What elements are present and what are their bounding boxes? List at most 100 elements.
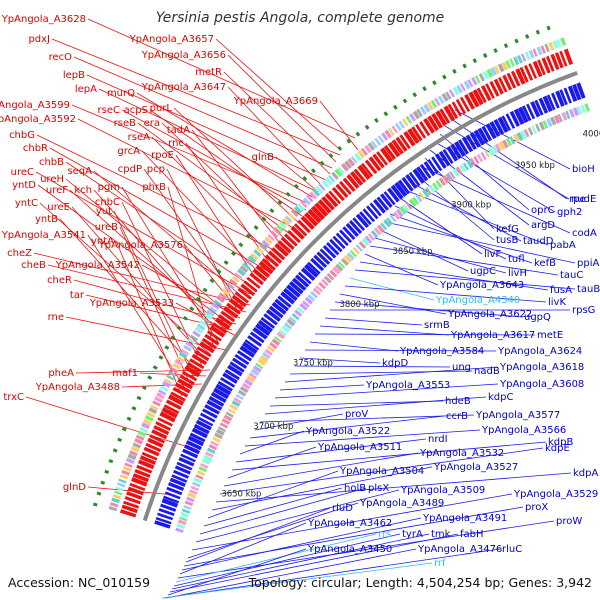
minus-strand-gene — [423, 161, 436, 177]
plus-strand-gene — [423, 118, 436, 134]
right-label-connector — [239, 430, 305, 455]
feature-track — [185, 341, 194, 349]
feature-track — [523, 129, 530, 138]
gc-mark — [131, 406, 137, 411]
feature-track — [127, 453, 137, 461]
gene-label-right: YpAngola_A3532 — [419, 448, 504, 459]
feature-track — [201, 458, 211, 465]
gene-label-left: purL — [150, 103, 173, 114]
feature-track — [296, 306, 305, 314]
gc-mark — [158, 355, 164, 360]
gene-label-right: YpAngola_A3491 — [422, 513, 507, 524]
gc-mark — [126, 416, 132, 421]
gene-label-left: YpAngola_A3656 — [141, 50, 226, 61]
gene-label-right: codA — [572, 228, 597, 239]
minus-strand-gene — [271, 301, 287, 315]
plus-strand-gene — [143, 446, 160, 457]
gc-mark — [230, 251, 236, 257]
feature-track — [432, 182, 439, 191]
feature-track — [256, 246, 264, 254]
minus-strand-gene — [257, 319, 273, 333]
right-label-connector — [354, 269, 576, 290]
plus-strand-gene — [528, 63, 538, 79]
plus-strand-gene — [415, 123, 427, 139]
minus-strand-gene — [191, 427, 208, 439]
feature-track — [253, 249, 262, 257]
gene-label-left: yntA — [91, 236, 114, 247]
feature-track — [235, 393, 244, 401]
feature-track — [323, 275, 332, 284]
gc-mark — [195, 296, 201, 302]
left-label-connector — [161, 122, 287, 241]
plus-strand-gene — [280, 236, 295, 251]
left-label-connector — [121, 109, 307, 211]
left-label-connector — [136, 92, 315, 199]
gc-mark — [383, 111, 389, 117]
feature-track — [435, 179, 443, 189]
plus-strand-gene — [328, 190, 341, 205]
feature-track — [302, 300, 310, 308]
minus-strand-gene — [342, 226, 356, 240]
feature-track — [211, 302, 220, 310]
minus-strand-gene — [213, 387, 230, 400]
feature-track — [467, 79, 474, 88]
accession-text: Accession: NC_010159 — [8, 575, 151, 590]
feature-track — [352, 246, 361, 255]
plus-strand-gene — [240, 283, 256, 297]
feature-track — [337, 166, 345, 175]
minus-strand-gene — [236, 350, 252, 362]
gc-mark — [170, 335, 176, 341]
gc-mark — [422, 86, 427, 92]
feature-track — [498, 141, 506, 151]
right-label-connector — [294, 365, 451, 368]
feature-track — [373, 227, 382, 236]
feature-track — [160, 385, 169, 392]
left-label-connector — [175, 154, 259, 283]
feature-track — [168, 370, 177, 378]
feature-track — [340, 257, 349, 266]
gene-label-left: rseB — [114, 118, 136, 129]
feature-track — [271, 338, 281, 346]
minus-strand-gene — [530, 101, 541, 118]
minus-strand-gene — [310, 257, 325, 272]
gene-label-right: YpAngola_A3529 — [513, 489, 598, 500]
feature-track — [480, 151, 487, 161]
plus-strand-gene — [439, 108, 451, 124]
gene-label-right: tusB — [496, 235, 518, 246]
plus-strand-gene — [372, 153, 385, 169]
feature-track — [302, 197, 311, 206]
feature-track — [134, 438, 143, 445]
gc-mark — [141, 385, 147, 391]
minus-strand-gene — [405, 174, 418, 190]
minus-strand-gene — [369, 202, 382, 217]
feature-track — [561, 111, 568, 121]
minus-strand-gene — [567, 85, 578, 102]
minus-strand-gene — [526, 103, 536, 120]
plus-strand-gene — [403, 131, 416, 147]
feature-track — [340, 163, 349, 172]
gene-label-left: pdxJ — [28, 34, 50, 45]
feature-track — [402, 204, 410, 213]
left-label-connector — [85, 294, 233, 331]
right-label-connector — [185, 507, 331, 563]
plus-strand-gene — [127, 486, 145, 496]
minus-strand-gene — [481, 125, 493, 142]
feature-track — [219, 422, 229, 429]
feature-track — [170, 366, 179, 374]
gc-mark — [189, 306, 195, 312]
feature-track — [250, 252, 259, 261]
plus-strand-gene — [199, 341, 215, 354]
gc-mark — [472, 58, 478, 64]
feature-track — [425, 187, 432, 196]
minus-strand-gene — [366, 205, 379, 220]
feature-track — [568, 109, 575, 118]
gene-label-right: kdpE — [545, 443, 570, 454]
minus-strand-gene — [550, 92, 560, 109]
gc-mark — [121, 427, 127, 432]
minus-strand-gene — [477, 127, 489, 144]
plus-strand-gene — [376, 151, 389, 166]
gene-label-left: rseC — [98, 105, 120, 116]
gene-label-right: YpAngola_A3476 — [417, 544, 502, 555]
gene-label-right: YpAngola_A3577 — [475, 410, 560, 421]
minus-strand-gene — [538, 97, 549, 114]
